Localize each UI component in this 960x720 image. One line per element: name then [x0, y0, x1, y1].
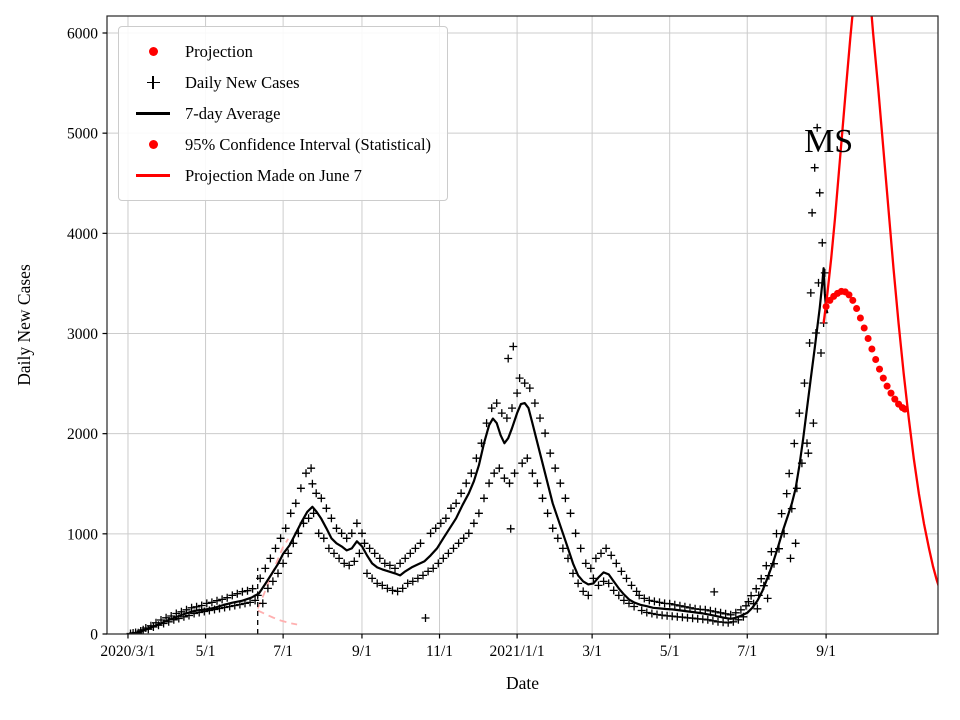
legend-item-projection: Projection: [127, 36, 431, 67]
black-line-marker-icon: [136, 112, 170, 115]
y-tick-label: 2000: [67, 426, 98, 443]
legend-item-label: 7-day Average: [185, 103, 281, 123]
x-tick-label: 7/1: [737, 643, 757, 660]
x-tick-label: 9/1: [816, 643, 836, 660]
x-tick-label: 2021/1/1: [490, 643, 545, 660]
y-tick-label: 6000: [67, 26, 98, 43]
y-axis-label: Daily New Cases: [14, 264, 34, 386]
plot-area: [126, 16, 938, 634]
ci-lower-line: [257, 609, 298, 626]
legend-item-label: Projection: [185, 41, 253, 61]
legend-item-label: Projection Made on June 7: [185, 165, 362, 185]
legend-item-daily-new-cases: Daily New Cases: [127, 67, 431, 98]
x-axis-label: Date: [506, 673, 539, 693]
red-dot-marker-icon: [148, 140, 158, 149]
x-tick-label: 11/1: [426, 643, 453, 660]
x-tick-label: 7/1: [273, 643, 293, 660]
x-tick-label: 2020/3/1: [100, 643, 155, 660]
y-tick-label: 5000: [67, 126, 98, 143]
legend-item-projection-june7: Projection Made on June 7: [127, 160, 431, 191]
projection-june7-line: [822, 16, 938, 588]
legend-item-label: 95% Confidence Interval (Statistical): [185, 134, 432, 154]
state-annotation: MS: [804, 123, 853, 160]
x-tick-label: 5/1: [660, 643, 680, 660]
x-tick-label: 9/1: [352, 643, 372, 660]
seven-day-average-line: [135, 267, 829, 634]
legend-item-label: Daily New Cases: [185, 72, 300, 92]
y-tick-label: 4000: [67, 226, 98, 243]
red-dot-marker-icon: [148, 47, 158, 56]
y-tick-label: 1000: [67, 526, 98, 543]
x-tick-label: 5/1: [196, 643, 216, 660]
plot-border: [106, 15, 939, 635]
legend-item-confidence-interval: 95% Confidence Interval (Statistical): [127, 129, 431, 160]
legend-item-7day-average: 7-day Average: [127, 98, 431, 129]
legend: Projection Daily New Cases 7-day Average…: [118, 26, 449, 201]
x-tick-label: 3/1: [582, 643, 602, 660]
y-tick-label: 0: [90, 627, 98, 644]
y-tick-label: 3000: [67, 326, 98, 343]
plus-marker-icon: [146, 76, 160, 89]
red-line-marker-icon: [136, 174, 170, 177]
projection-dots: [822, 287, 909, 413]
